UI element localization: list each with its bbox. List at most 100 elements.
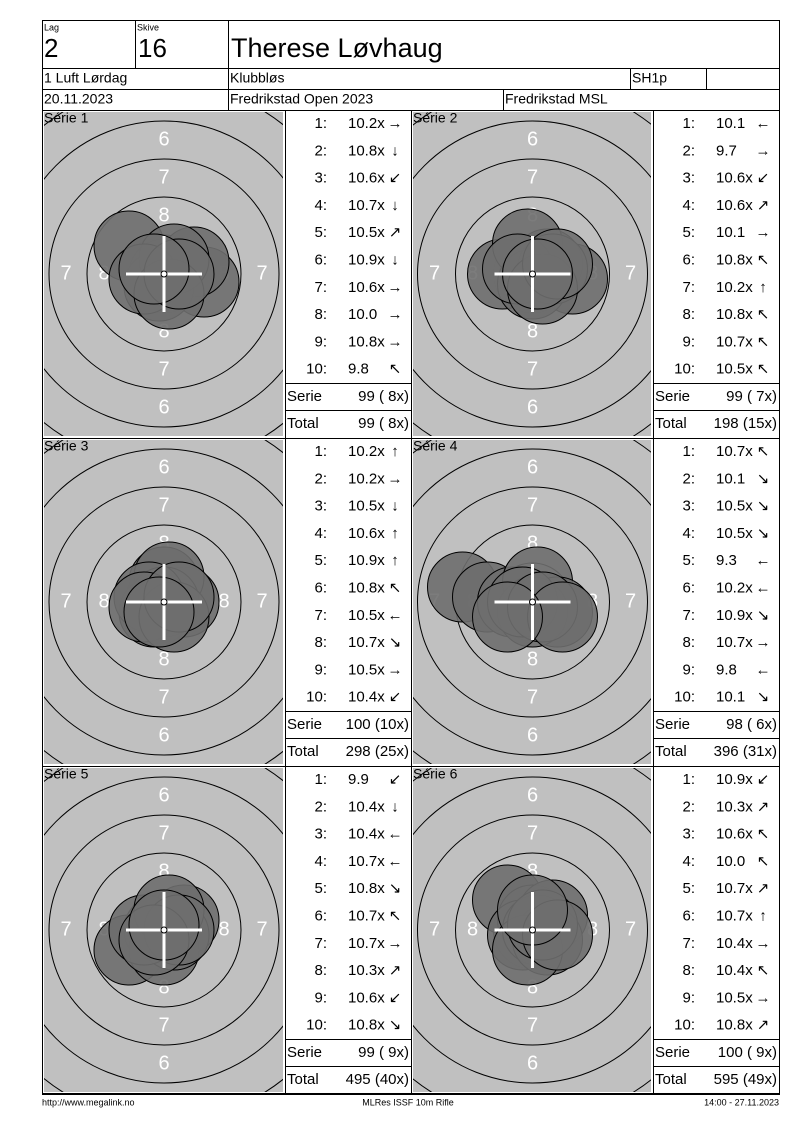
shot-score: 10.7x [348,907,385,924]
shot-direction: ↓ [391,251,399,268]
shot-direction: ↖ [757,333,770,350]
shot-number: 5: [314,880,327,897]
shot-score: 10.1 [716,689,745,706]
shot-score: 10.8x [348,579,385,596]
shot-score: 10.5x [348,661,385,678]
ring-label: 6 [527,128,538,150]
series-title: Série 6 [413,766,458,782]
shot-number: 8: [314,634,327,651]
ring [44,448,283,756]
class: 1 Luft Lørdag [44,70,127,86]
series-panel: 6677778888Série 41:10.7x↖2:10.1↘3:10.5x↘… [411,438,780,767]
series-panel: 6677778888Série 11:10.2x→2:10.8x↓3:10.6x… [42,110,411,439]
ring-label: 6 [158,724,169,746]
shot-score: 9.8 [716,661,737,678]
shot-direction: → [388,661,403,678]
ring [48,158,280,390]
shot-score: 10.1 [716,224,745,241]
shot-score: 10.6x [348,170,385,187]
shot-direction: ↑ [759,279,767,296]
shot-score: 10.6x [716,170,753,187]
ring-label: 7 [625,262,636,284]
shot-direction: ↘ [757,689,770,706]
shot-number: 6: [314,907,327,924]
shot-number: 4: [314,853,327,870]
series-panels: 6677778888Série 11:10.2x→2:10.8x↓3:10.6x… [42,110,780,1095]
footer-url: http://www.megalink.no [42,1097,135,1107]
shot-score: 10.8x [716,251,753,268]
shot-direction: ↗ [757,880,770,897]
shot-number: 8: [682,962,695,979]
ring [86,852,242,1008]
total-score: 495 (40x) [346,1071,409,1088]
shot-direction: ↙ [389,689,402,706]
shot-direction: ↘ [389,634,402,651]
shot-number: 5: [314,224,327,241]
shot-score: 10.8x [348,1017,385,1034]
shot-direction: ↘ [757,525,770,542]
shot-number: 6: [314,579,327,596]
shot-score: 10.7x [716,443,753,460]
ring-label: 7 [429,918,440,940]
shot-direction: ← [756,552,771,569]
ring-label: 7 [256,262,267,284]
shot-number: 1: [682,443,695,460]
ring-label: 7 [625,918,636,940]
shot-direction: ↑ [391,443,399,460]
shot-score: 10.7x [716,907,753,924]
target: 6677778888 [44,768,283,1092]
serie-label: Serie [655,1044,690,1061]
target: 6677778888 [44,112,283,436]
shot-number: 3: [314,498,327,515]
shot-score: 10.2x [348,443,385,460]
shot-number: 5: [682,880,695,897]
shot-score: 10.7x [716,333,753,350]
skive: 16 [138,33,167,63]
shot-number: 5: [682,552,695,569]
shot-score: 10.8x [348,333,385,350]
shot-score: 10.4x [348,689,385,706]
ring-label: 7 [527,1014,538,1036]
shot-number: 9: [682,989,695,1006]
center [160,926,168,934]
shot-number: 4: [682,853,695,870]
ring-label: 8 [527,320,538,342]
serie-label: Serie [655,716,690,733]
shot-direction: ↖ [757,361,770,378]
shot-direction: → [388,935,403,952]
ring [86,524,242,680]
shot-number: 10: [306,1017,327,1034]
shot-direction: ↘ [757,498,770,515]
serie-label: Serie [287,388,322,405]
shot-direction: → [388,306,403,323]
ring-label: 7 [527,358,538,380]
shot-score: 10.2x [716,279,753,296]
shot-direction: ↖ [757,826,770,843]
center [529,598,536,606]
shot-hole [123,576,195,648]
total-score: 595 (49x) [714,1071,777,1088]
shot-direction: → [388,279,403,296]
total-score: 198 (15x) [714,415,777,432]
serie-label: Serie [287,716,322,733]
ring-label: 8 [158,204,169,226]
total-label: Total [287,1071,319,1088]
shot-direction: ↗ [757,1017,770,1034]
ring [417,814,648,1046]
ring [417,486,648,718]
shot-number: 1: [314,115,327,132]
shot-hole [118,233,190,305]
ring [455,852,610,1008]
shot-direction: ↖ [757,853,770,870]
shot-score: 9.7 [716,142,737,159]
ring-label: 8 [527,532,538,554]
shot-number: 2: [314,142,327,159]
shot-score: 10.9x [716,771,753,788]
shot-score: 10.5x [348,498,385,515]
serie-score: 99 ( 7x) [726,388,777,405]
shot-number: 2: [314,798,327,815]
venue: Fredrikstad MSL [505,91,608,107]
shooter-name: Therese Løvhaug [231,33,443,63]
shot-direction: ← [388,853,403,870]
ring-label: 6 [158,784,169,806]
